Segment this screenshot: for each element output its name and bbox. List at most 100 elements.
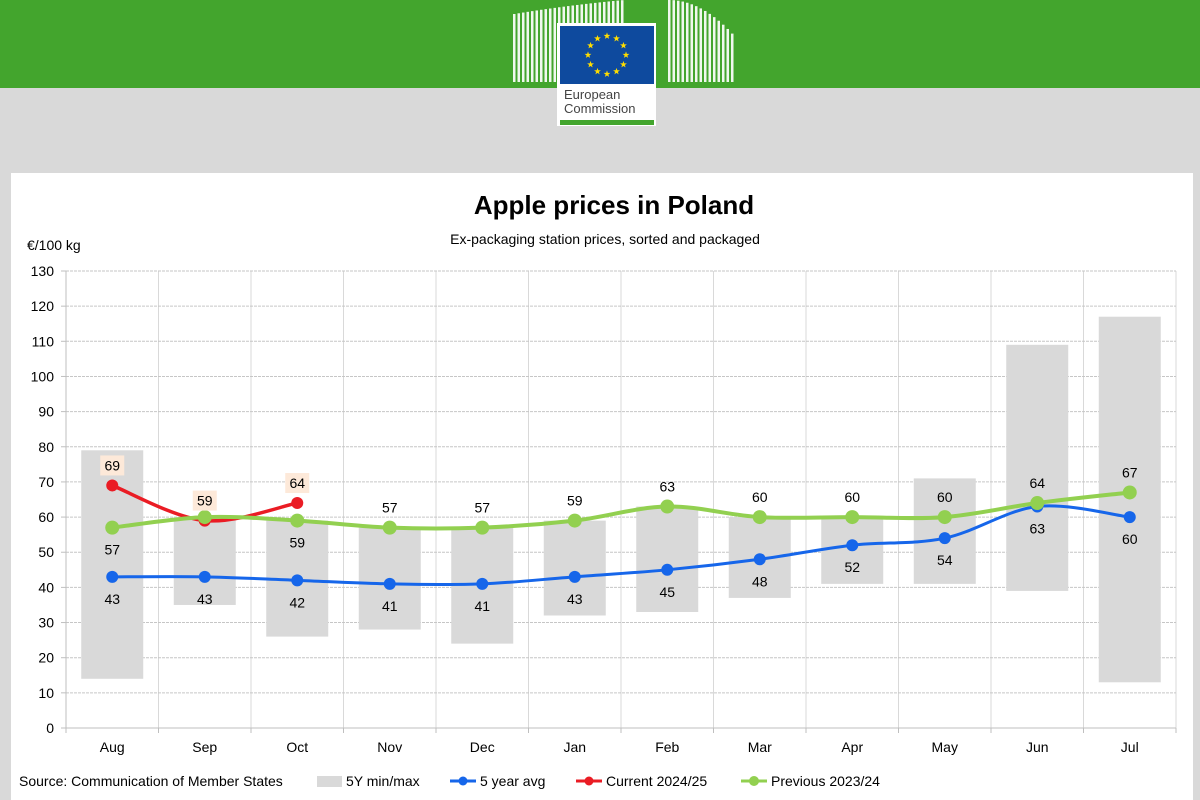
data-label-5-year-avg: 52: [844, 559, 860, 575]
legend-marker-5-year-avg: [450, 776, 476, 786]
data-point-previous-2023-24: [1030, 496, 1045, 511]
x-tick-label: May: [932, 739, 958, 755]
data-label-current-2024-25: 59: [197, 493, 213, 509]
data-point-5-year-avg: [198, 570, 211, 583]
data-point-previous-2023-24: [567, 513, 582, 528]
y-tick-label: 50: [38, 544, 54, 560]
series-previous-2023-24: [105, 485, 1137, 535]
data-label-previous-2023-24: 63: [659, 479, 675, 495]
legend-marker-previous: [741, 776, 767, 786]
logo-stripe: [677, 0, 680, 82]
data-label-highlight: [192, 490, 217, 511]
data-label-previous-2023-24: 60: [844, 489, 860, 505]
y-tick-label: 90: [38, 404, 54, 420]
logo-stripe: [544, 9, 547, 82]
x-tick-label: Oct: [286, 739, 308, 755]
logo-stripe: [513, 14, 516, 82]
x-tick-label: Sep: [192, 739, 217, 755]
logo-stripe: [722, 24, 725, 82]
x-tick-label: Mar: [748, 739, 772, 755]
logo-stripe: [535, 10, 538, 83]
data-point-previous-2023-24: [475, 520, 490, 535]
data-labels: 43 43 42 41 41 43 45 48 52 54 63 60 69 59 64 57 59 57 57 59…: [100, 455, 1138, 614]
series-5-year-avg: [106, 500, 1136, 590]
data-label-previous-2023-24: 57: [104, 542, 120, 558]
data-label-5-year-avg: 45: [659, 584, 675, 600]
x-tick-label: Jun: [1026, 739, 1049, 755]
data-point-previous-2023-24: [937, 510, 952, 525]
flag-star: [594, 34, 601, 42]
y-tick-label: 110: [32, 333, 55, 349]
data-label-5-year-avg: 63: [1029, 521, 1045, 537]
flag-star: [603, 32, 611, 39]
flag-star: [594, 67, 601, 75]
european-commission-logo: European Commission: [513, 0, 734, 126]
data-point-5-year-avg: [476, 577, 489, 590]
x-tick-label: Jan: [563, 739, 586, 755]
legend-label: Previous 2023/24: [771, 773, 880, 789]
flag-star: [587, 60, 594, 68]
data-point-previous-2023-24: [1122, 485, 1137, 500]
logo-stripe: [731, 33, 734, 82]
data-label-5-year-avg: 43: [197, 591, 213, 607]
y-tick-label: 20: [38, 650, 54, 666]
tick-labels: 0 10 20 30 40 50 60 70 80 90 100 110 120 130 Aug Sep Oct…: [31, 263, 1139, 755]
data-point-5-year-avg: [938, 532, 951, 545]
data-point-5-year-avg: [383, 577, 396, 590]
data-point-current-2024-25: [291, 497, 304, 510]
legend-dot: [584, 776, 594, 786]
source-note: Source: Communication of Member States: [19, 773, 283, 789]
logo-stripe: [553, 7, 556, 83]
data-point-5-year-avg: [846, 539, 859, 552]
logo-stripe: [726, 28, 729, 82]
data-point-previous-2023-24: [197, 510, 212, 525]
data-point-5-year-avg: [661, 563, 674, 576]
y-tick-label: 70: [38, 474, 54, 490]
data-point-previous-2023-24: [382, 520, 397, 535]
data-point-5-year-avg: [291, 574, 304, 587]
flag-star: [613, 67, 620, 75]
logo-stripe: [526, 11, 529, 83]
data-label-5-year-avg: 41: [474, 598, 490, 614]
range-bar-jul: [1098, 316, 1161, 683]
data-point-previous-2023-24: [105, 520, 120, 535]
data-point-current-2024-25: [106, 479, 119, 492]
data-label-previous-2023-24: 57: [474, 500, 490, 516]
flag-star: [587, 41, 594, 49]
flag-star: [620, 41, 627, 49]
legend-item-5-year-avg: 5 year avg: [449, 773, 545, 789]
data-label-5-year-avg: 42: [289, 594, 305, 610]
logo-text-line1: European: [564, 87, 620, 102]
x-tick-label: Nov: [377, 739, 402, 755]
data-point-previous-2023-24: [752, 510, 767, 525]
data-label-5-year-avg: 43: [567, 591, 583, 607]
logo-stripe: [708, 13, 711, 82]
range-bar-jun: [1006, 344, 1069, 591]
data-label-highlight: [285, 473, 310, 494]
data-label-current-2024-25: 64: [289, 475, 305, 491]
logo-stripe: [681, 1, 684, 83]
x-tick-label: Dec: [470, 739, 495, 755]
logo-stripe: [540, 9, 543, 83]
legend-label: 5Y min/max: [346, 773, 420, 789]
data-label-previous-2023-24: 60: [937, 489, 953, 505]
legend-item-5y-min-max: 5Y min/max: [317, 773, 420, 789]
gridlines: [61, 270, 1177, 733]
logo-stripe: [549, 8, 552, 83]
data-label-previous-2023-24: 67: [1122, 464, 1138, 480]
data-label-5-year-avg: 54: [937, 552, 953, 568]
y-tick-label: 40: [38, 579, 54, 595]
data-label-5-year-avg: 41: [382, 598, 398, 614]
data-label-5-year-avg: 60: [1122, 531, 1138, 547]
range-bar-jan: [543, 520, 606, 616]
logo-green-bar: [560, 120, 654, 125]
y-tick-label: 30: [38, 615, 54, 631]
legend-item-previous: Previous 2023/24: [740, 773, 880, 789]
data-point-5-year-avg: [1123, 511, 1136, 524]
data-label-previous-2023-24: 60: [752, 489, 768, 505]
y-axis-unit-label: €/100 kg: [27, 237, 81, 253]
y-tick-label: 130: [31, 263, 55, 279]
y-tick-label: 10: [38, 685, 54, 701]
data-point-previous-2023-24: [845, 510, 860, 525]
y-tick-label: 0: [46, 720, 54, 736]
